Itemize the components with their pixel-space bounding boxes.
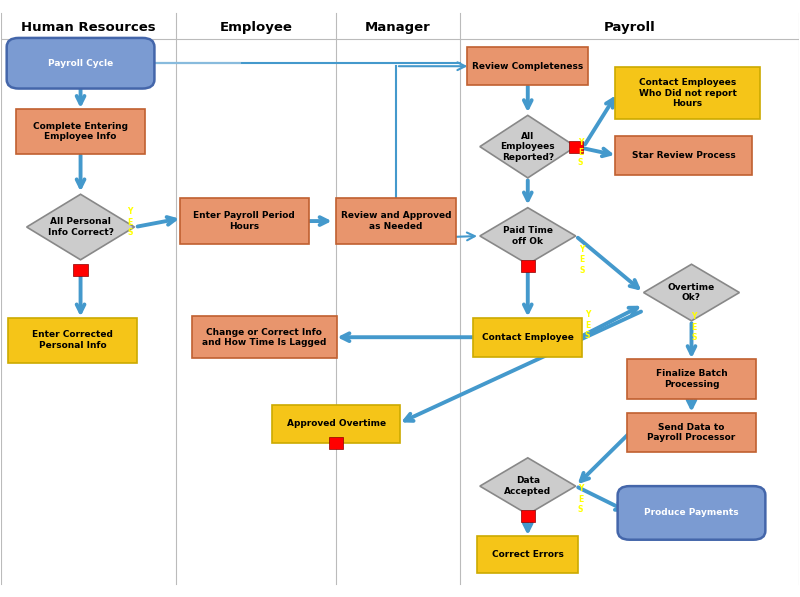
FancyBboxPatch shape: [192, 316, 337, 358]
Text: Change or Correct Info
and How Time Is Lagged: Change or Correct Info and How Time Is L…: [202, 328, 326, 347]
Text: Contact Employee: Contact Employee: [482, 333, 574, 341]
Text: Data
Accepted: Data Accepted: [504, 476, 551, 496]
FancyBboxPatch shape: [272, 405, 400, 442]
FancyBboxPatch shape: [615, 67, 760, 119]
Polygon shape: [480, 115, 576, 178]
FancyBboxPatch shape: [16, 109, 145, 155]
Text: Contact Employees
Who Did not report
Hours: Contact Employees Who Did not report Hou…: [638, 78, 737, 108]
FancyBboxPatch shape: [627, 359, 756, 399]
Text: Payroll: Payroll: [604, 21, 655, 34]
Text: Paid Time
off Ok: Paid Time off Ok: [502, 226, 553, 245]
Text: Approved Overtime: Approved Overtime: [286, 419, 386, 428]
FancyBboxPatch shape: [336, 198, 456, 244]
Text: Produce Payments: Produce Payments: [644, 509, 739, 518]
Text: Enter Payroll Period
Hours: Enter Payroll Period Hours: [194, 211, 295, 231]
Text: Review Completeness: Review Completeness: [472, 61, 583, 70]
FancyBboxPatch shape: [6, 38, 154, 88]
Text: Complete Entering
Employee Info: Complete Entering Employee Info: [33, 122, 128, 141]
Polygon shape: [480, 208, 576, 264]
Text: Y
E
S: Y E S: [691, 312, 697, 342]
Bar: [74, 264, 88, 276]
Polygon shape: [480, 458, 576, 515]
Text: Y
E
S: Y E S: [578, 138, 583, 168]
Text: All Personal
Info Correct?: All Personal Info Correct?: [47, 217, 114, 237]
FancyBboxPatch shape: [627, 413, 756, 452]
Text: Payroll Cycle: Payroll Cycle: [48, 59, 113, 67]
Text: Y
E
S: Y E S: [579, 245, 585, 275]
Bar: [521, 510, 535, 522]
FancyBboxPatch shape: [180, 198, 309, 244]
Bar: [569, 141, 583, 153]
FancyBboxPatch shape: [467, 47, 588, 85]
Text: Y
E
S: Y E S: [127, 207, 133, 237]
Polygon shape: [643, 264, 739, 321]
Bar: [329, 436, 343, 448]
Text: Human Resources: Human Resources: [22, 21, 156, 34]
Text: Y
E
S: Y E S: [578, 484, 583, 514]
Text: Manager: Manager: [365, 21, 431, 34]
FancyBboxPatch shape: [478, 537, 578, 573]
Text: Star Review Process: Star Review Process: [632, 151, 735, 160]
Text: Enter Corrected
Personal Info: Enter Corrected Personal Info: [32, 331, 113, 350]
Text: Overtime
Ok?: Overtime Ok?: [668, 283, 715, 302]
Bar: [521, 260, 535, 272]
Text: All
Employees
Reported?: All Employees Reported?: [501, 132, 555, 162]
FancyBboxPatch shape: [8, 318, 137, 363]
FancyBboxPatch shape: [474, 318, 582, 357]
Polygon shape: [26, 194, 134, 260]
Text: Send Data to
Payroll Processor: Send Data to Payroll Processor: [647, 423, 736, 442]
Text: Employee: Employee: [220, 21, 293, 34]
FancyBboxPatch shape: [615, 137, 752, 174]
Text: Finalize Batch
Processing: Finalize Batch Processing: [656, 369, 727, 389]
Text: Review and Approved
as Needed: Review and Approved as Needed: [341, 211, 451, 231]
Text: Y
E
S: Y E S: [585, 310, 590, 340]
Text: Correct Errors: Correct Errors: [492, 550, 564, 559]
FancyBboxPatch shape: [618, 486, 766, 540]
